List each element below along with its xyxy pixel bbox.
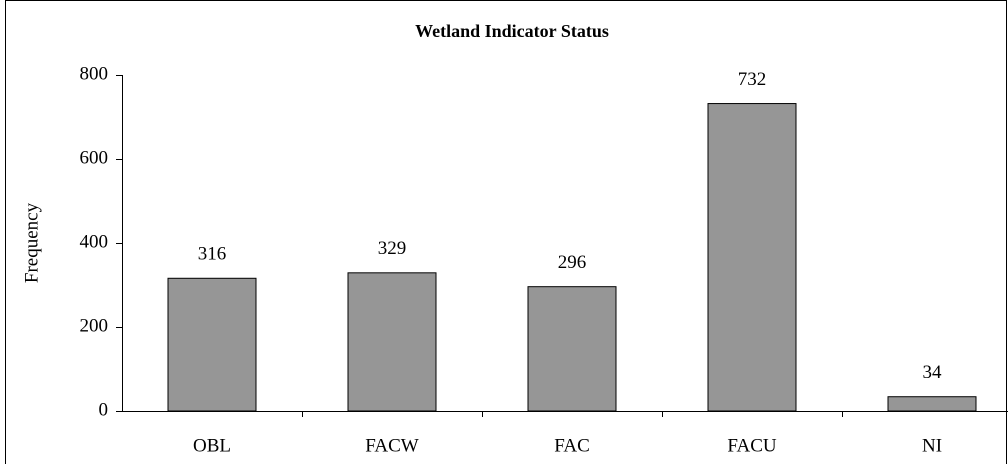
bar <box>527 286 617 412</box>
data-label: 329 <box>378 238 407 259</box>
chart-title: Wetland Indicator Status <box>415 21 609 41</box>
x-tick-label: NI <box>922 435 942 456</box>
data-label: 296 <box>558 252 587 273</box>
x-tick-label: FACU <box>727 435 777 456</box>
y-tick-label: 600 <box>80 147 109 168</box>
x-tick-label: OBL <box>193 435 231 456</box>
chart-frame <box>5 0 1007 464</box>
x-tick-label: FAC <box>554 435 590 456</box>
data-label: 316 <box>198 244 227 265</box>
bar <box>707 103 797 412</box>
y-tick-label: 800 <box>80 63 109 84</box>
data-label: 34 <box>923 362 943 383</box>
y-axis-label: Frequency <box>21 202 42 283</box>
y-tick-label: 400 <box>80 231 109 252</box>
y-tick-label: 200 <box>80 315 109 336</box>
bar <box>347 272 437 412</box>
bar <box>887 396 977 412</box>
bar <box>167 277 257 412</box>
data-label: 732 <box>738 69 767 90</box>
x-tick-label: FACW <box>365 435 419 456</box>
y-tick-label: 0 <box>99 399 109 420</box>
